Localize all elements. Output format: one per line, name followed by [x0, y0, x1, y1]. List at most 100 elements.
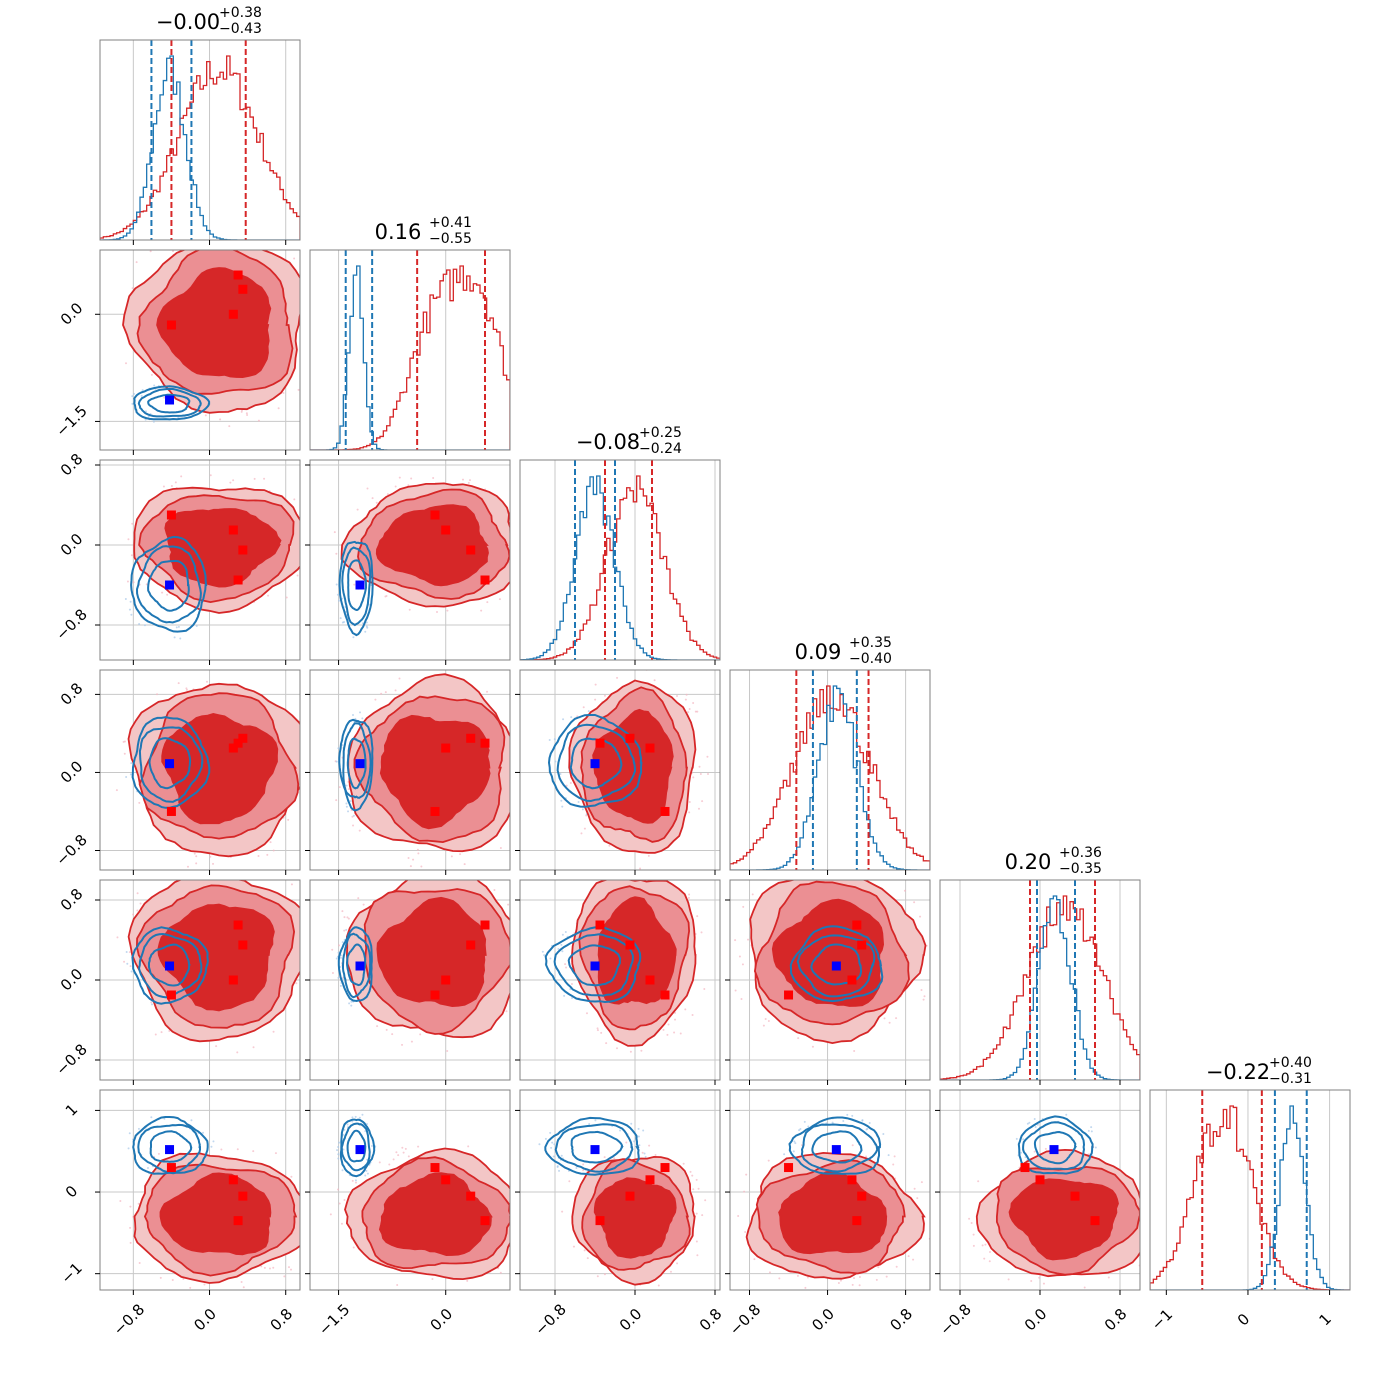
sample-point-a: [692, 776, 695, 779]
sample-point-a: [398, 677, 401, 680]
sample-point-a: [123, 752, 126, 755]
sample-point-b: [887, 1154, 890, 1157]
truth-marker-b: [165, 580, 175, 590]
contour-b-inner: [346, 737, 367, 790]
sample-point-a: [408, 608, 411, 611]
sample-point-b: [339, 956, 342, 959]
y-tick-label: 0.8: [57, 450, 87, 480]
sample-point-a: [603, 1156, 606, 1159]
sample-point-a: [129, 1241, 132, 1244]
sample-point-a: [303, 813, 305, 815]
sample-point-a: [486, 690, 489, 693]
sample-point-a: [778, 1277, 781, 1280]
x-tick-label: −0.8: [531, 1300, 569, 1338]
sample-point-a: [358, 829, 361, 832]
mode-marker-a: [784, 990, 794, 1000]
sample-point-a: [161, 591, 164, 594]
sample-point-a: [738, 955, 741, 958]
mode-marker-a: [1090, 1216, 1100, 1226]
contour-a-inner: [597, 896, 677, 1005]
sample-point-a: [246, 873, 248, 875]
sample-point-a: [692, 1188, 695, 1191]
panel-frame: [729, 669, 931, 871]
sample-point-b: [137, 1127, 140, 1130]
truth-marker-b: [1049, 1145, 1059, 1155]
sample-point-a: [351, 1179, 354, 1182]
contour-a-inner: [376, 896, 487, 1008]
sample-point-b: [1036, 1123, 1039, 1126]
contour-b-outer: [337, 926, 373, 1003]
sample-point-b: [564, 930, 567, 933]
mode-marker-a: [466, 1191, 476, 1201]
x-tick-label: −1.5: [315, 1300, 353, 1338]
mode-marker-a: [430, 806, 440, 816]
sample-point-a: [129, 1226, 132, 1229]
sample-point-a: [338, 786, 341, 789]
sample-point-b: [351, 1116, 354, 1119]
sample-point-a: [235, 230, 237, 232]
sample-point-a: [419, 871, 421, 873]
sample-point-a: [853, 1277, 856, 1280]
sample-point-a: [274, 1152, 277, 1155]
sample-point-a: [307, 550, 309, 552]
sample-point-a: [513, 1248, 515, 1250]
title-lower-error: −0.24: [639, 441, 682, 457]
sample-point-a: [600, 1031, 603, 1034]
contour-b-outer: [338, 718, 374, 812]
sample-point-a: [688, 811, 691, 814]
histogram-posterior-a: [520, 475, 720, 660]
sample-point-b: [560, 799, 563, 802]
panel-5-5: −1 0 1: [1148, 1089, 1351, 1334]
sample-point-a: [517, 955, 519, 957]
x-tick-label: 0.0: [427, 1305, 457, 1335]
sample-point-a: [669, 1270, 672, 1273]
contour-b-outer: [133, 385, 211, 421]
sample-point-a: [512, 503, 514, 505]
sample-point-a: [505, 1010, 508, 1013]
sample-point-b: [342, 1148, 345, 1151]
sample-point-a: [507, 903, 510, 906]
sample-point-a: [613, 1157, 616, 1160]
sample-point-a: [266, 853, 269, 856]
contour-b-inner: [149, 1130, 193, 1163]
sample-point-a: [410, 1040, 413, 1043]
sample-point-a: [307, 960, 309, 962]
sample-point-a: [701, 1214, 704, 1217]
sample-point-b: [643, 1152, 646, 1155]
panel-3-0: 0.8 0.0 −0.8: [52, 669, 305, 875]
sample-point-a: [615, 1047, 618, 1050]
sample-point-a: [640, 1049, 643, 1052]
sample-point-b: [129, 600, 132, 603]
sample-point-a: [209, 474, 212, 477]
sample-point-a: [586, 1257, 589, 1260]
panel-frame: [1149, 1089, 1351, 1291]
mode-marker-a: [480, 738, 490, 748]
sample-point-a: [260, 1265, 263, 1268]
sample-point-a: [446, 609, 449, 612]
mode-marker-a: [466, 733, 476, 743]
sample-point-b: [550, 1146, 553, 1149]
mode-marker-a: [595, 738, 605, 748]
sample-point-a: [681, 877, 683, 879]
sample-point-a: [517, 747, 519, 749]
mode-marker-a: [233, 270, 243, 280]
sample-point-a: [385, 1028, 388, 1031]
sample-point-b: [337, 599, 340, 602]
sample-point-b: [130, 613, 133, 616]
mode-marker-a: [1070, 1191, 1080, 1201]
sample-point-a: [269, 841, 272, 844]
sample-point-a: [305, 1227, 307, 1229]
panel-3-2: [515, 669, 721, 875]
sample-point-a: [170, 484, 173, 487]
y-tick-label: 0.0: [57, 965, 87, 995]
panel-title-0: −0.00+0.38−0.43: [156, 5, 262, 37]
sample-point-a: [395, 1151, 398, 1154]
sample-point-a: [923, 995, 926, 998]
sample-point-a: [531, 990, 533, 992]
sample-point-a: [172, 250, 175, 253]
sample-point-a: [331, 948, 334, 951]
sample-point-a: [983, 1257, 986, 1260]
sample-point-a: [335, 799, 338, 802]
sample-point-b: [179, 637, 182, 640]
sample-point-a: [526, 795, 528, 797]
